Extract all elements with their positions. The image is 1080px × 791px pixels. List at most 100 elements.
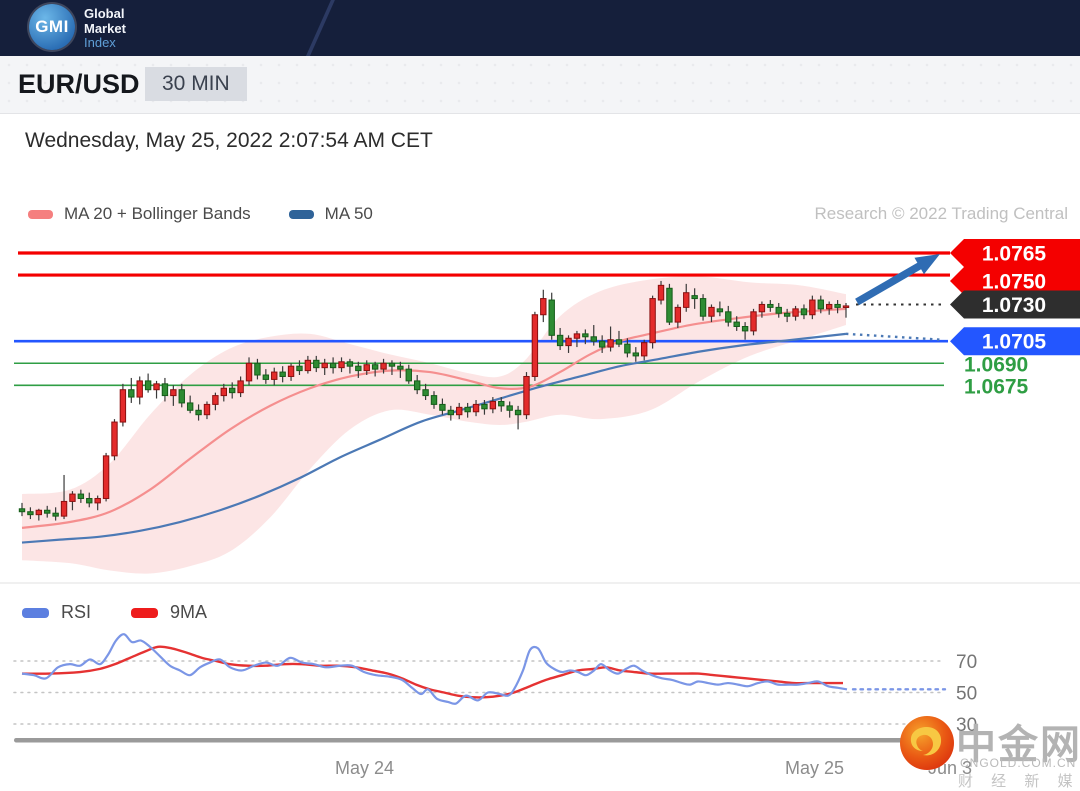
candle-body [405,368,412,382]
brand-line-market: Market [84,20,126,36]
timeline-scrollbar[interactable] [14,738,938,743]
watermark-domain: CNGOLD.COM.CN [960,756,1077,770]
pair-title: EUR/USD [18,69,140,99]
candle-body [69,493,76,502]
candle-body [758,303,766,313]
candle-body [77,493,85,499]
gmi-logo: GMI [29,4,75,50]
price-flag-label-1.0765: 1.0765 [982,243,1047,266]
candle-body [220,387,227,397]
candle-body [296,365,303,372]
candle-body [632,352,639,357]
ma50-swatch-icon [288,209,314,219]
candle-body [245,362,253,382]
candle-body [237,380,244,394]
forecast-arrow-shaft [855,260,925,306]
candle-body [203,403,211,416]
candle-body [531,314,539,377]
candle-body [86,497,93,504]
axis-label-may25: May 25 [785,758,845,778]
candle-body [523,375,530,416]
support-label-1.0690: 1.0690 [964,353,1028,376]
candle-body [817,299,824,310]
price-flag-label-1.0750: 1.0750 [982,271,1046,294]
candle-body [136,380,143,398]
candle-body [834,303,841,308]
candle-body [514,409,522,416]
candle-body [708,306,715,317]
candle-body [456,406,463,416]
candle-body [262,374,270,380]
candle-body [44,509,51,514]
candle-body [783,312,791,317]
candle-body [422,389,429,397]
candle-body [212,395,219,405]
candle-body [287,365,295,377]
research-credit: Research © 2022 Trading Central [814,204,1069,223]
rsi-ma-swatch-icon [131,607,159,618]
topbar-diagonal-accent [303,0,337,62]
support-label-1.0675: 1.0675 [964,375,1029,398]
candle-body [641,342,648,357]
candle-body [144,380,152,391]
candle-body [153,383,160,391]
rsi-9ma-line [21,645,843,699]
candle-body [598,340,606,348]
price-flag-1.0730 [950,290,1080,319]
candle-body [481,403,488,410]
price-flag-1.0750 [950,267,1080,296]
cngold-logo-icon [900,716,954,770]
candle-body [489,400,497,410]
candle-body [472,403,480,413]
candle-body [464,406,471,413]
candle-body [170,389,177,397]
candle-body [691,295,698,300]
candle-body [624,343,631,354]
top-navigation-bar: GMI Global Market Index [0,0,1080,62]
candle-body [666,287,673,323]
candle-body [649,298,656,344]
candle-body [792,308,799,317]
candle-body [355,365,362,372]
timestamp: Wednesday, May 25, 2022 2:07:54 AM CET [25,129,433,152]
candle-body [128,389,135,398]
candle-body [94,497,101,504]
ma20-swatch-icon [28,209,53,219]
candle-body [506,405,513,411]
candle-body [590,336,597,342]
candle-body [119,389,127,423]
candle-body [35,509,43,516]
candle-body [430,395,438,405]
candle-body [279,371,286,377]
rsi-line [21,633,848,705]
gmi-logo-text: GMI [35,17,69,36]
axis-label-may24: May 24 [335,758,395,778]
price-flag-label-1.0730: 1.0730 [982,294,1046,317]
legend-label: MA 20 + Bollinger Bands [64,204,251,223]
timeframe-badge[interactable]: 30 MIN [145,67,247,101]
candle-body [565,337,572,347]
bollinger-band-area [22,276,846,574]
ma20-line [21,307,847,529]
candle-body [556,334,564,347]
candle-body [582,333,589,338]
watermark-site-name: 中金网 [956,723,1080,767]
legend-item-ma20-bollinger: MA 20 + Bollinger Bands [28,204,251,224]
candle-body [371,364,379,370]
watermark-tagline: 财 经 新 媒 体 [958,773,1080,790]
candle-body [111,421,118,457]
legend-item-9ma: 9MA [131,602,207,623]
candle-body [741,326,749,332]
candle-body [27,511,34,516]
candle-body [800,308,808,316]
candle-body [825,303,833,310]
candle-body [304,359,312,372]
candle-body [186,402,194,411]
legend-item-ma50: MA 50 [288,204,373,224]
brand-line-index: Index [84,35,116,50]
candle-body [313,359,320,369]
candle-body [18,508,26,513]
candle-body [388,362,396,367]
candle-body [229,387,236,394]
